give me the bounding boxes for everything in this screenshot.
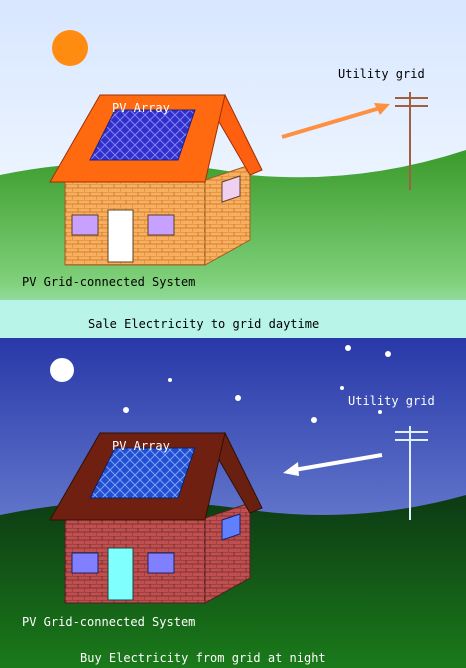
- array-label: PV Array: [112, 101, 170, 115]
- illustration: PV Array Utility grid PV Grid-connected …: [0, 0, 466, 668]
- system-label: PV Grid-connected System: [22, 275, 195, 289]
- caption: Sale Electricity to grid daytime: [88, 317, 319, 331]
- array-label: PV Array: [112, 439, 170, 453]
- page: PV Array Utility grid PV Grid-connected …: [0, 0, 466, 668]
- moon: [50, 358, 74, 382]
- night-panel: PV Array Utility grid PV Grid-connected …: [0, 338, 466, 668]
- sun: [52, 30, 88, 66]
- system-label: PV Grid-connected System: [22, 615, 195, 629]
- day-panel: PV Array Utility grid PV Grid-connected …: [0, 0, 466, 338]
- grid-label: Utility grid: [348, 394, 435, 408]
- grid-label: Utility grid: [338, 67, 425, 81]
- caption: Buy Electricity from grid at night: [80, 651, 326, 665]
